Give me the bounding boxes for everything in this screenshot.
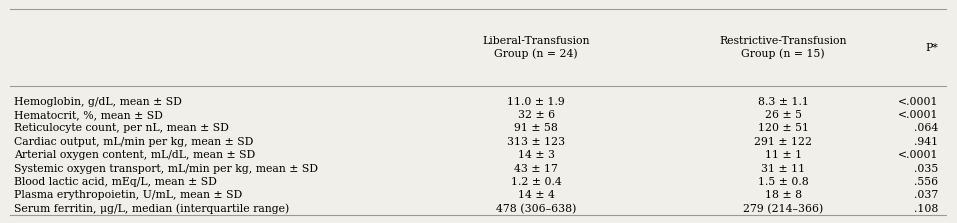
Text: <.0001: <.0001 — [898, 110, 938, 120]
Text: 1.2 ± 0.4: 1.2 ± 0.4 — [511, 177, 562, 187]
Text: P*: P* — [925, 43, 938, 53]
Text: Restrictive-Transfusion
Group (n = 15): Restrictive-Transfusion Group (n = 15) — [720, 36, 847, 59]
Text: 478 (306–638): 478 (306–638) — [496, 203, 576, 214]
Text: 31 ± 11: 31 ± 11 — [761, 163, 806, 173]
Text: Reticulocyte count, per nL, mean ± SD: Reticulocyte count, per nL, mean ± SD — [14, 124, 229, 134]
Text: Systemic oxygen transport, mL/min per kg, mean ± SD: Systemic oxygen transport, mL/min per kg… — [14, 163, 319, 173]
Text: .941: .941 — [914, 137, 938, 147]
Text: Plasma erythropoietin, U/mL, mean ± SD: Plasma erythropoietin, U/mL, mean ± SD — [14, 190, 242, 200]
Text: <.0001: <.0001 — [898, 97, 938, 107]
Text: <.0001: <.0001 — [898, 150, 938, 160]
Text: 18 ± 8: 18 ± 8 — [765, 190, 802, 200]
Text: 120 ± 51: 120 ± 51 — [758, 124, 809, 134]
Text: .556: .556 — [914, 177, 938, 187]
Text: Liberal-Transfusion
Group (n = 24): Liberal-Transfusion Group (n = 24) — [482, 36, 590, 59]
Text: 291 ± 122: 291 ± 122 — [754, 137, 812, 147]
Text: 279 (214–366): 279 (214–366) — [744, 203, 823, 214]
Text: 11.0 ± 1.9: 11.0 ± 1.9 — [507, 97, 565, 107]
Text: Arterial oxygen content, mL/dL, mean ± SD: Arterial oxygen content, mL/dL, mean ± S… — [14, 150, 256, 160]
Text: .108: .108 — [914, 204, 938, 214]
Text: .035: .035 — [914, 163, 938, 173]
Text: 1.5 ± 0.8: 1.5 ± 0.8 — [758, 177, 809, 187]
Text: Hematocrit, %, mean ± SD: Hematocrit, %, mean ± SD — [14, 110, 163, 120]
Text: Hemoglobin, g/dL, mean ± SD: Hemoglobin, g/dL, mean ± SD — [14, 97, 182, 107]
Text: 32 ± 6: 32 ± 6 — [518, 110, 555, 120]
Text: 43 ± 17: 43 ± 17 — [514, 163, 558, 173]
Text: .064: .064 — [914, 124, 938, 134]
Text: 14 ± 4: 14 ± 4 — [518, 190, 555, 200]
Text: 91 ± 58: 91 ± 58 — [514, 124, 558, 134]
Text: 26 ± 5: 26 ± 5 — [765, 110, 802, 120]
Text: 14 ± 3: 14 ± 3 — [518, 150, 555, 160]
Text: 313 ± 123: 313 ± 123 — [507, 137, 566, 147]
Text: Blood lactic acid, mEq/L, mean ± SD: Blood lactic acid, mEq/L, mean ± SD — [14, 177, 217, 187]
Text: Serum ferritin, μg/L, median (interquartile range): Serum ferritin, μg/L, median (interquart… — [14, 203, 290, 214]
Text: 8.3 ± 1.1: 8.3 ± 1.1 — [758, 97, 809, 107]
Text: Cardiac output, mL/min per kg, mean ± SD: Cardiac output, mL/min per kg, mean ± SD — [14, 137, 254, 147]
Text: .037: .037 — [914, 190, 938, 200]
Text: 11 ± 1: 11 ± 1 — [765, 150, 802, 160]
